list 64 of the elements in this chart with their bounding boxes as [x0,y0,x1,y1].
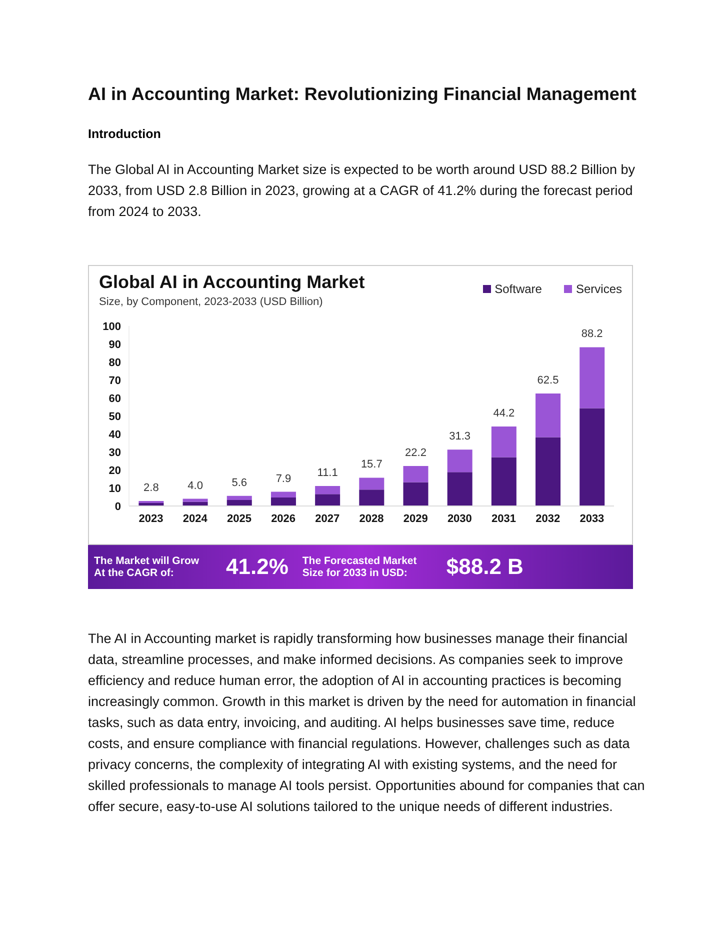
x-tick-label: 2028 [359,512,384,525]
total-label: 31.3 [449,430,471,443]
bar [491,426,516,458]
legend-label: Software [494,282,542,296]
x-tick-label: 2023 [138,512,164,525]
x-tick-label: 2031 [492,512,516,525]
text: AI in Accounting Market: Revolutionizing Financial Management [88,84,638,105]
bar [270,498,296,506]
bar [580,347,605,408]
total-label: 5.6 [232,476,248,489]
bar [359,490,384,506]
bar [270,492,296,498]
x-tick-label: 2030 [447,512,472,525]
total-label: 4.0 [188,480,203,492]
y-tick-label: 80 [108,356,121,369]
bar [580,408,605,506]
text: 41.2% [226,554,288,580]
x-tick-label: 2033 [580,512,604,525]
total-label: 44.2 [493,407,515,420]
total-label: 62.5 [537,374,559,386]
total-label: 7.9 [276,472,292,485]
bar [403,482,428,506]
text: The Global AI in Accounting Market size is expected to be worth around USD 88.2 Billion by 2033, from USD 2.8 Billion in 2023, growing at a CAGR of 41.2% during the forecast period from 2024 to 2033. [88,161,636,221]
x-tick-label: 2024 [182,512,208,525]
bar [359,478,384,490]
text: $88.2 B [446,554,524,580]
bar [315,486,340,494]
bar [536,437,561,506]
y-tick-label: 50 [108,410,121,423]
text: Introduction [88,127,162,141]
bar [315,494,340,506]
chart-title: Global AI in Accounting Market [99,272,365,293]
bar [447,472,472,506]
y-tick-label: 20 [108,464,121,477]
y-tick-label: 0 [114,500,121,513]
bar [182,498,208,502]
bar [447,450,472,472]
x-tick-label: 2025 [226,512,252,525]
y-tick-label: 60 [108,392,121,405]
x-tick-label: 2026 [271,512,296,525]
bar [403,466,428,482]
text: The Market will Grow At the CAGR of: [94,555,200,579]
total-label: 2.8 [144,482,159,494]
total-label: 15.7 [360,458,382,471]
legend-label: Services [576,282,622,296]
x-tick-label: 2029 [403,512,428,525]
y-tick-label: 10 [108,482,121,495]
bar [226,496,252,500]
y-tick-label: 90 [108,338,121,351]
total-label: 88.2 [581,328,603,340]
x-tick-label: 2032 [536,512,560,525]
text: The AI in Accounting market is rapidly transforming how businesses manage their financial data, streamline processes, and make informed decisions. As companies seek to improve efficiency and reduce human error, the adoption of AI in accounting practices is becoming increasingly common. Growth in this market is driven by the need for automation in financial tasks, such as data entry, invoicing, and auditing. AI helps businesses save time, reduce costs, and ensure compliance with financial regulations. However, challenges such as data privacy concerns, the complexity of integrating AI with existing systems, and the need for skilled professionals to manage AI tools persist. Opportunities abound for companies that can offer secure, easy-to-use AI solutions tailored to the unique needs of different industries. [88,631,645,814]
chart-subtitle: Size, by Component, 2023-2033 (USD Billion) [99,296,324,308]
text: The Forecasted Market Size for 2033 in USD: [302,555,418,579]
y-tick-label: 40 [108,428,121,441]
bar [536,394,561,438]
y-tick-label: 100 [102,320,121,333]
bar [226,500,252,506]
bar [491,457,516,506]
y-tick-label: 30 [108,446,121,459]
x-tick-label: 2027 [315,512,340,525]
total-label: 22.2 [405,447,426,460]
y-tick-label: 70 [108,374,121,387]
total-label: 11.1 [317,467,338,480]
